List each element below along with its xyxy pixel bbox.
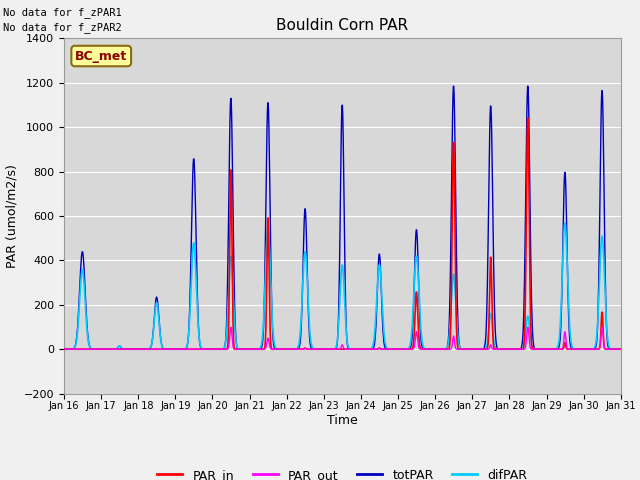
Text: No data for f_zPAR1: No data for f_zPAR1 [3,7,122,18]
Legend: PAR_in, PAR_out, totPAR, difPAR: PAR_in, PAR_out, totPAR, difPAR [152,464,532,480]
Text: BC_met: BC_met [75,49,127,62]
Text: No data for f_zPAR2: No data for f_zPAR2 [3,22,122,33]
X-axis label: Time: Time [327,414,358,427]
Title: Bouldin Corn PAR: Bouldin Corn PAR [276,18,408,33]
Y-axis label: PAR (umol/m2/s): PAR (umol/m2/s) [5,164,18,268]
